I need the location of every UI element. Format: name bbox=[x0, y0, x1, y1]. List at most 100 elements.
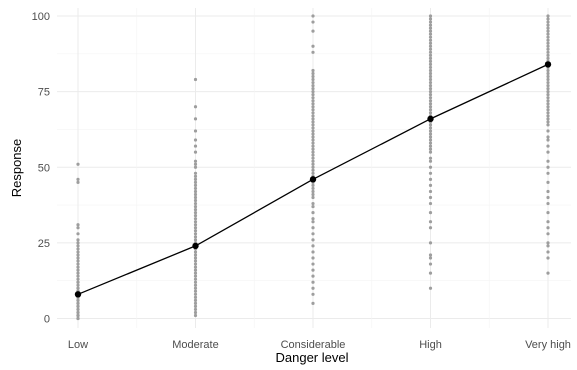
response-point bbox=[311, 120, 314, 123]
response-point bbox=[546, 232, 549, 235]
response-point bbox=[76, 299, 79, 302]
response-point bbox=[546, 39, 549, 42]
response-point bbox=[429, 272, 432, 275]
response-point bbox=[76, 311, 79, 314]
response-point bbox=[311, 141, 314, 144]
response-point bbox=[76, 287, 79, 290]
response-point bbox=[76, 269, 79, 272]
y-tick-label: 75 bbox=[38, 87, 50, 99]
response-point bbox=[429, 178, 432, 181]
response-point bbox=[546, 72, 549, 75]
response-point bbox=[429, 66, 432, 69]
response-point bbox=[194, 163, 197, 166]
response-point bbox=[194, 235, 197, 238]
response-point bbox=[429, 256, 432, 259]
response-point bbox=[429, 135, 432, 138]
response-point bbox=[311, 81, 314, 84]
response-point bbox=[311, 114, 314, 117]
response-point bbox=[429, 39, 432, 42]
response-point bbox=[546, 48, 549, 51]
x-axis-title: Danger level bbox=[276, 350, 349, 365]
response-point bbox=[194, 296, 197, 299]
response-point bbox=[194, 175, 197, 178]
response-point bbox=[311, 105, 314, 108]
x-tick-label: High bbox=[419, 339, 442, 351]
response-point bbox=[546, 84, 549, 87]
response-point bbox=[194, 193, 197, 196]
response-point bbox=[311, 30, 314, 33]
response-point bbox=[76, 238, 79, 241]
response-point bbox=[429, 220, 432, 223]
mean-point bbox=[427, 116, 433, 122]
response-point bbox=[311, 187, 314, 190]
response-point bbox=[76, 281, 79, 284]
response-point bbox=[429, 81, 432, 84]
response-point bbox=[429, 84, 432, 87]
response-point bbox=[546, 75, 549, 78]
response-point bbox=[429, 129, 432, 132]
response-point bbox=[546, 172, 549, 175]
response-point bbox=[546, 117, 549, 120]
response-point bbox=[311, 281, 314, 284]
response-point bbox=[429, 33, 432, 36]
response-point bbox=[429, 54, 432, 57]
response-point bbox=[429, 126, 432, 129]
response-point bbox=[546, 250, 549, 253]
response-point bbox=[76, 275, 79, 278]
response-point bbox=[194, 290, 197, 293]
response-point bbox=[311, 275, 314, 278]
response-point bbox=[429, 108, 432, 111]
response-point bbox=[311, 256, 314, 259]
y-axis-title: Response bbox=[9, 139, 24, 198]
response-point bbox=[429, 99, 432, 102]
response-point bbox=[429, 211, 432, 214]
y-axis-ticks: 0255075100 bbox=[32, 11, 50, 326]
response-point bbox=[546, 120, 549, 123]
response-point bbox=[429, 157, 432, 160]
response-point bbox=[194, 265, 197, 268]
response-point bbox=[546, 202, 549, 205]
response-point bbox=[76, 232, 79, 235]
response-point bbox=[546, 160, 549, 163]
response-point bbox=[311, 163, 314, 166]
response-point bbox=[429, 69, 432, 72]
response-point bbox=[194, 144, 197, 147]
response-point bbox=[311, 154, 314, 157]
response-point bbox=[429, 105, 432, 108]
response-point bbox=[311, 132, 314, 135]
response-point bbox=[311, 211, 314, 214]
response-point bbox=[311, 190, 314, 193]
response-point bbox=[429, 184, 432, 187]
response-point bbox=[194, 190, 197, 193]
response-point bbox=[311, 75, 314, 78]
response-point bbox=[76, 247, 79, 250]
response-point bbox=[429, 141, 432, 144]
response-point bbox=[546, 27, 549, 30]
response-point bbox=[194, 178, 197, 181]
response-point bbox=[429, 20, 432, 23]
response-point bbox=[546, 45, 549, 48]
response-point bbox=[546, 78, 549, 81]
response-point bbox=[76, 308, 79, 311]
response-point bbox=[76, 272, 79, 275]
response-point bbox=[429, 262, 432, 265]
response-point bbox=[311, 217, 314, 220]
response-point bbox=[429, 111, 432, 114]
response-point bbox=[546, 33, 549, 36]
response-point bbox=[311, 93, 314, 96]
response-point bbox=[546, 241, 549, 244]
x-tick-label: Moderate bbox=[172, 339, 218, 351]
response-point bbox=[546, 36, 549, 39]
response-point bbox=[546, 20, 549, 23]
response-point bbox=[546, 181, 549, 184]
response-point bbox=[546, 244, 549, 247]
response-point bbox=[429, 190, 432, 193]
response-point bbox=[429, 57, 432, 60]
response-point bbox=[311, 51, 314, 54]
response-point bbox=[311, 20, 314, 23]
response-point bbox=[546, 96, 549, 99]
response-point bbox=[311, 135, 314, 138]
response-point bbox=[194, 187, 197, 190]
response-point bbox=[429, 36, 432, 39]
